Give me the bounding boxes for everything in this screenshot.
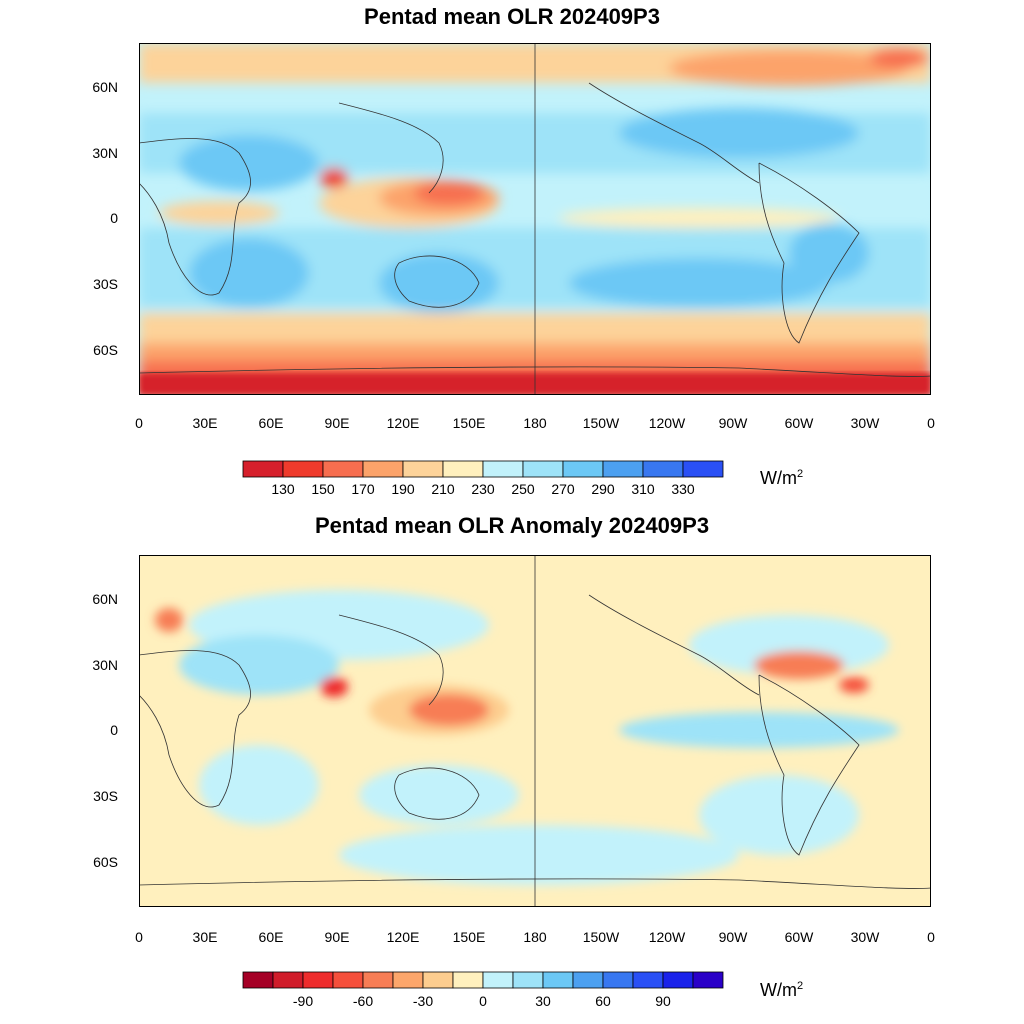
panel1-lon-label: 30W xyxy=(850,415,880,431)
panel2-lon-label: 120W xyxy=(648,929,686,945)
panel1-lon-label: 30E xyxy=(192,415,218,431)
panel1-colorbar-label: 210 xyxy=(431,481,455,497)
panel2-lon-label: 150W xyxy=(582,929,620,945)
colorbar-cell xyxy=(362,971,394,989)
panel1-colorbar-label: 290 xyxy=(591,481,615,497)
panel2-lon-label: 30E xyxy=(192,929,218,945)
colorbar-cell xyxy=(632,971,664,989)
colorbar-cell xyxy=(322,460,364,478)
panel2-lon-label: 90W xyxy=(718,929,748,945)
colorbar-cell xyxy=(392,971,424,989)
colorbar-cell xyxy=(302,971,334,989)
colorbar-cell xyxy=(242,971,274,989)
colorbar-cell xyxy=(572,971,604,989)
panel2-lon-label: 120E xyxy=(386,929,420,945)
panel2-colorbar-label: 0 xyxy=(479,993,487,1009)
colorbar-cell xyxy=(642,460,684,478)
panel2-lon-label: 60W xyxy=(784,929,814,945)
panel1-lon-label: 120E xyxy=(386,415,420,431)
panel2-lon-label: 0 xyxy=(135,929,143,945)
panel2-title: Pentad mean OLR Anomaly 202409P3 xyxy=(314,513,710,538)
panel1-colorbar-label: 330 xyxy=(671,481,695,497)
panel2-lat-label: 60S xyxy=(93,854,118,870)
panel1-lon-label: 150E xyxy=(452,415,486,431)
panel1-lon-label: 90E xyxy=(324,415,350,431)
panel1-colorbar-label: 190 xyxy=(391,481,415,497)
colorbar-cell xyxy=(692,971,724,989)
panel1-lat-label: 0 xyxy=(110,210,118,226)
panel1-colorbar-label: 130 xyxy=(271,481,295,497)
colorbar-cell xyxy=(402,460,444,478)
panel2-lon-label: 180 xyxy=(523,929,547,945)
colorbar-cell xyxy=(682,460,724,478)
panel1-colorbar-label: 230 xyxy=(471,481,495,497)
panel2-colorbar xyxy=(242,971,724,989)
colorbar-cell xyxy=(332,971,364,989)
panel1-lon-label: 90W xyxy=(718,415,748,431)
panel1-lon-label: 150W xyxy=(582,415,620,431)
panel1-lon-label: 60E xyxy=(258,415,284,431)
panel1-colorbar xyxy=(242,460,724,478)
colorbar-cell xyxy=(512,971,544,989)
panel2-lon-label: 90E xyxy=(324,929,350,945)
panel2-colorbar-label: -90 xyxy=(292,993,314,1009)
panel1-colorbar-label: 310 xyxy=(631,481,655,497)
panel1-colorbar-label: 170 xyxy=(351,481,375,497)
colorbar-cell xyxy=(282,460,324,478)
panel2-colorbar-unit: W/m2 xyxy=(760,980,804,1000)
panel2-lon-label: 60E xyxy=(258,929,284,945)
panel2-lat-label: 30S xyxy=(93,788,118,804)
colorbar-cell xyxy=(482,971,514,989)
panel1-title: Pentad mean OLR 202409P3 xyxy=(364,4,660,29)
panel2-lon-label: 30W xyxy=(850,929,880,945)
panel1-lon-label: 0 xyxy=(927,415,935,431)
panel2-colorbar-label: 90 xyxy=(655,993,671,1009)
colorbar-cell xyxy=(602,460,644,478)
panel1-lat-label: 60N xyxy=(92,79,118,95)
panel2-map xyxy=(139,555,931,907)
colorbar-cell xyxy=(522,460,564,478)
colorbar-cell xyxy=(272,971,304,989)
panel2-lat-label: 30N xyxy=(92,657,118,673)
colorbar-cell xyxy=(602,971,634,989)
panel2-lat-label: 0 xyxy=(110,722,118,738)
panel1-lon-label: 60W xyxy=(784,415,814,431)
colorbar-cell xyxy=(452,971,484,989)
panel2-colorbar-label: 60 xyxy=(595,993,611,1009)
panel1-colorbar-unit: W/m2 xyxy=(760,468,804,488)
panel1-lat-label: 30N xyxy=(92,145,118,161)
panel1-colorbar-label: 250 xyxy=(511,481,535,497)
colorbar-cell xyxy=(242,460,284,478)
panel2-colorbar-label: 30 xyxy=(535,993,551,1009)
panel1-colorbar-label: 150 xyxy=(311,481,335,497)
colorbar-cell xyxy=(542,971,574,989)
panel2-lon-label: 150E xyxy=(452,929,486,945)
panel1-lon-label: 180 xyxy=(523,415,547,431)
colorbar-cell xyxy=(562,460,604,478)
panel1-lat-label: 60S xyxy=(93,342,118,358)
panel1-map xyxy=(139,43,931,395)
colorbar-cell xyxy=(482,460,524,478)
colorbar-cell xyxy=(422,971,454,989)
panel1-lon-label: 0 xyxy=(135,415,143,431)
panel2-colorbar-label: -30 xyxy=(412,993,434,1009)
panel2-colorbar-label: -60 xyxy=(352,993,374,1009)
panel1-colorbar-label: 270 xyxy=(551,481,575,497)
colorbar-cell xyxy=(662,971,694,989)
panel2-lon-label: 0 xyxy=(927,929,935,945)
panel2-lat-label: 60N xyxy=(92,591,118,607)
colorbar-cell xyxy=(362,460,404,478)
panel1-lat-label: 30S xyxy=(93,276,118,292)
colorbar-cell xyxy=(442,460,484,478)
panel1-lon-label: 120W xyxy=(648,415,686,431)
